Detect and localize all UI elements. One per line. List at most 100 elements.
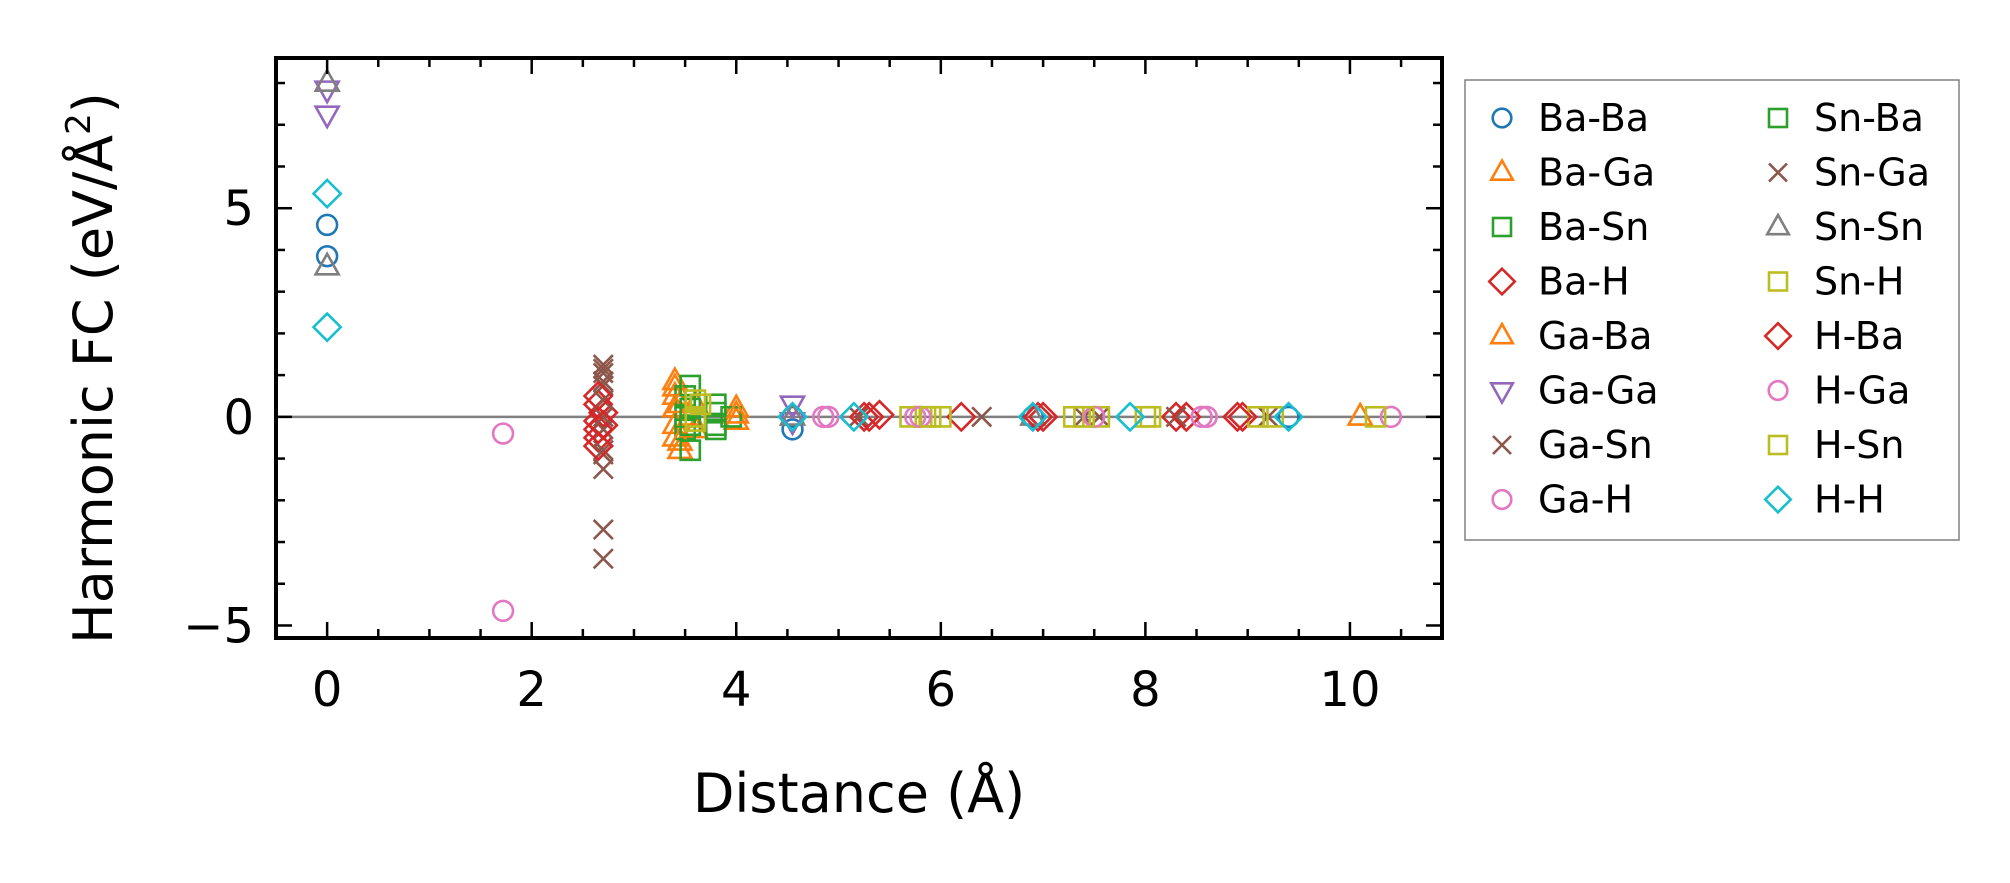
legend-label: Sn-Ba bbox=[1814, 96, 1924, 140]
series-sn-sn bbox=[313, 67, 1047, 426]
x-tick-label: 4 bbox=[721, 662, 752, 718]
data-point bbox=[311, 311, 343, 343]
series-h-h bbox=[311, 178, 1305, 433]
y-tick-label: −5 bbox=[183, 598, 254, 654]
data-point bbox=[1114, 401, 1146, 433]
x-tick-label: 10 bbox=[1319, 662, 1380, 718]
data-point bbox=[587, 409, 619, 441]
plot-area bbox=[276, 67, 1442, 623]
legend-entry: Ga-Sn bbox=[1492, 423, 1653, 467]
legend-label: Ga-H bbox=[1538, 478, 1633, 522]
data-point bbox=[684, 405, 707, 428]
data-point bbox=[1227, 401, 1258, 433]
data-point bbox=[582, 380, 614, 412]
data-point bbox=[778, 395, 807, 420]
legend-entry: Ba-Ga bbox=[1488, 151, 1655, 195]
legend-marker bbox=[1491, 216, 1513, 238]
legend-label: Ga-Sn bbox=[1538, 423, 1653, 467]
data-point bbox=[817, 405, 840, 429]
legend-marker bbox=[1487, 266, 1517, 297]
x-tick-label: 0 bbox=[312, 662, 343, 718]
y-axis-title-close: ) bbox=[62, 92, 125, 113]
legend-label: Ba-Sn bbox=[1538, 205, 1649, 249]
data-point bbox=[1017, 401, 1049, 433]
legend-marker bbox=[1492, 435, 1512, 455]
legend-marker bbox=[1768, 162, 1788, 183]
data-point bbox=[491, 599, 515, 623]
legend-marker bbox=[1763, 484, 1793, 515]
legend-label: H-Ba bbox=[1814, 314, 1904, 358]
series-ga-sn bbox=[592, 354, 1279, 570]
legend-label: Ba-H bbox=[1538, 260, 1630, 304]
legend-marker bbox=[1491, 488, 1513, 511]
data-point bbox=[848, 401, 880, 433]
legend-entry: Ba-Sn bbox=[1491, 205, 1649, 249]
legend-entry: H-H bbox=[1763, 478, 1885, 522]
data-point bbox=[592, 418, 614, 440]
legend-entry: Ga-H bbox=[1491, 478, 1633, 522]
data-point bbox=[313, 105, 341, 130]
data-point bbox=[720, 405, 743, 428]
data-point bbox=[1277, 405, 1300, 429]
data-point bbox=[848, 406, 870, 428]
data-point bbox=[1027, 401, 1059, 433]
data-point bbox=[1273, 401, 1305, 433]
data-point bbox=[592, 370, 614, 392]
x-tick-label: 2 bbox=[516, 662, 547, 718]
legend-label: Ga-Ga bbox=[1538, 369, 1659, 413]
y-tick-label: 0 bbox=[223, 390, 254, 446]
data-point bbox=[945, 401, 977, 433]
data-point bbox=[1246, 405, 1269, 428]
data-point bbox=[1379, 405, 1403, 429]
series-h-ba bbox=[582, 380, 1253, 462]
data-point bbox=[919, 405, 942, 428]
legend-marker bbox=[1767, 107, 1789, 129]
legend-label: Sn-Ga bbox=[1814, 151, 1930, 195]
data-point bbox=[853, 401, 885, 433]
data-point bbox=[1134, 405, 1157, 428]
legend-entry: Sn-Sn bbox=[1764, 205, 1924, 249]
legend-marker bbox=[1767, 434, 1789, 456]
y-tick-label: 5 bbox=[223, 181, 254, 237]
legend-label: Ba-Ba bbox=[1538, 96, 1649, 140]
data-point bbox=[679, 439, 702, 462]
data-point bbox=[582, 430, 614, 462]
series-ba-ba bbox=[315, 213, 1300, 441]
legend-entry: Ga-Ga bbox=[1488, 369, 1659, 413]
legend-marker bbox=[1488, 381, 1516, 406]
y-axis-title-main: Harmonic FC (eV/Å bbox=[61, 135, 125, 644]
legend-marker bbox=[1488, 157, 1516, 181]
data-point bbox=[592, 354, 614, 376]
legend-entry: Sn-Ba bbox=[1767, 96, 1924, 140]
data-point bbox=[1165, 406, 1187, 428]
data-point bbox=[1160, 401, 1192, 433]
legend-label: Sn-Sn bbox=[1814, 205, 1924, 249]
series-ga-ga bbox=[313, 80, 807, 437]
series-h-ga bbox=[817, 405, 1213, 429]
legend-entry: H-Ba bbox=[1763, 314, 1904, 358]
legend-marker bbox=[1488, 321, 1516, 345]
data-point bbox=[684, 389, 707, 412]
legend-label: H-Sn bbox=[1814, 423, 1905, 467]
legend-marker bbox=[1763, 321, 1793, 351]
legend-marker bbox=[1767, 271, 1789, 292]
data-point bbox=[838, 401, 870, 433]
x-tick-label: 8 bbox=[1130, 662, 1161, 718]
data-point bbox=[1022, 401, 1054, 433]
axes: 0 2 4 6 8 10 −5 0 5 bbox=[183, 56, 1444, 718]
data-point bbox=[1190, 405, 1213, 429]
data-point bbox=[1262, 405, 1285, 428]
series-ga-h bbox=[491, 405, 1403, 623]
data-point bbox=[315, 213, 339, 237]
y-axis-title: Harmonic FC (eV/Å2) bbox=[59, 92, 125, 644]
x-axis-title: Distance (Å) bbox=[693, 761, 1025, 825]
data-point bbox=[1170, 401, 1202, 433]
legend-entry: Ba-Ba bbox=[1491, 96, 1649, 140]
data-point bbox=[722, 399, 751, 424]
legend-marker bbox=[1491, 107, 1513, 129]
legend: Ba-Ba Ba-Ga Ba-Sn Ba-H Ga-Ba Ga-Ga Ga-Sn Ga-H Sn… bbox=[1464, 79, 1960, 541]
data-point bbox=[971, 406, 993, 428]
legend-entry: H-Sn bbox=[1767, 423, 1905, 467]
legend-label: H-Ga bbox=[1814, 369, 1910, 413]
legend-entry: Ba-H bbox=[1487, 260, 1630, 304]
